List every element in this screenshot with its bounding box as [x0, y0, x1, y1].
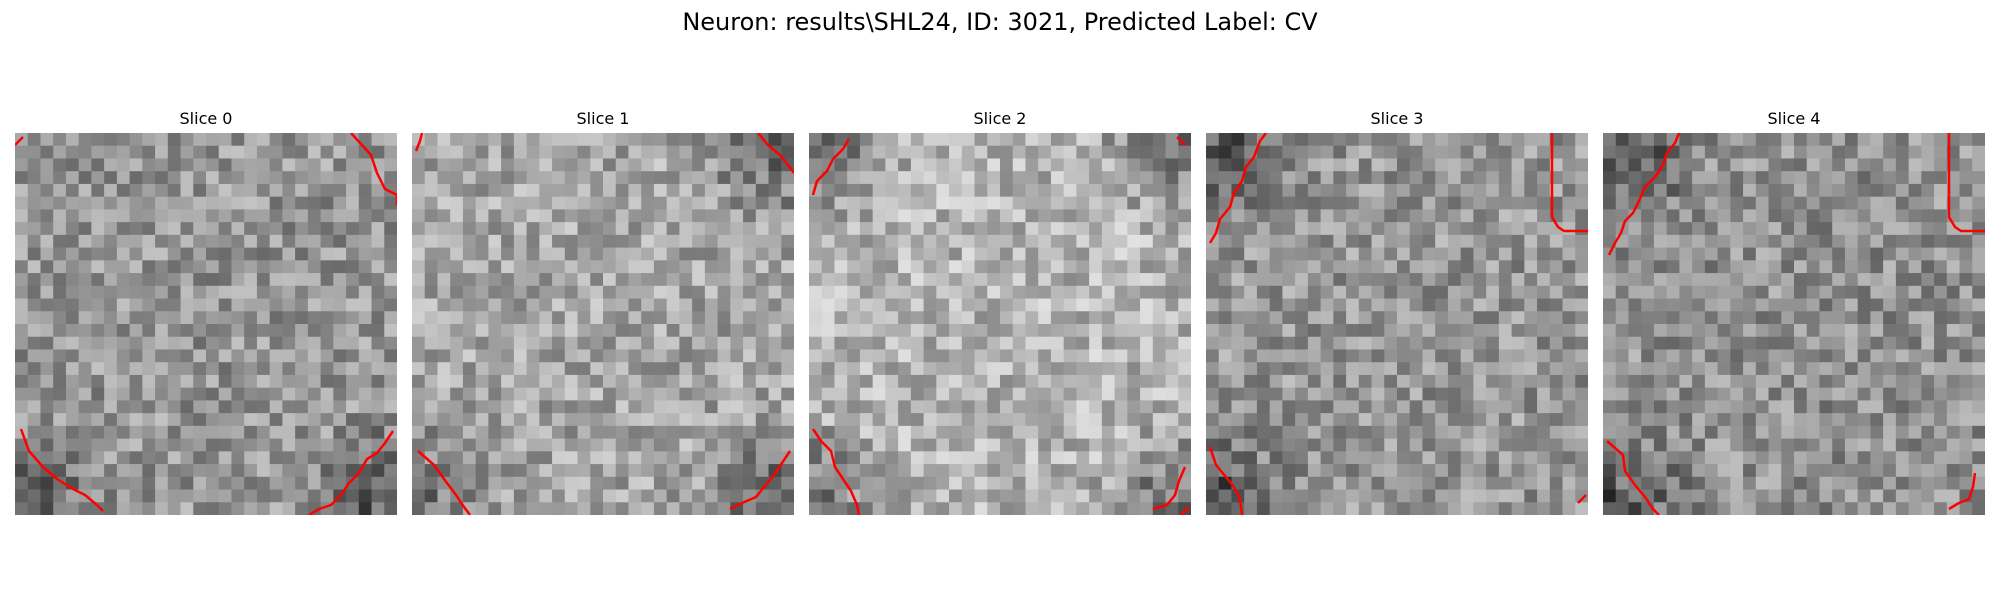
- slice-panel-0: Slice 0: [15, 108, 397, 515]
- contour-line-2-3: [1152, 466, 1187, 511]
- contour-line-3-3: [1577, 494, 1587, 504]
- slice-title-0: Slice 0: [179, 109, 233, 128]
- slice-title-2: Slice 2: [973, 109, 1027, 128]
- slice-title-4: Slice 4: [1767, 109, 1821, 128]
- slice-image-4: [1603, 133, 1985, 515]
- contour-line-1-2: [417, 450, 471, 515]
- contour-line-2-4: [1180, 506, 1190, 515]
- contour-line-3-2: [1208, 446, 1244, 515]
- slice-panel-3: Slice 3: [1206, 108, 1588, 515]
- slice-title-1: Slice 1: [576, 109, 630, 128]
- contour-line-0-0: [15, 136, 24, 146]
- contour-line-1-0: [414, 133, 424, 152]
- pixel-grid-1: [412, 133, 794, 515]
- contour-line-4-2: [1606, 440, 1660, 515]
- pixel-grid-4: [1603, 133, 1985, 515]
- contour-line-1-3: [729, 450, 792, 511]
- contour-line-3-1: [1550, 133, 1588, 233]
- pixel-grid-2: [809, 133, 1191, 515]
- contour-line-3-0: [1208, 133, 1267, 244]
- slice-panel-1: Slice 1: [412, 108, 794, 515]
- contour-line-0-1: [350, 133, 397, 205]
- contour-line-4-1: [1947, 133, 1985, 233]
- contour-line-2-0: [811, 138, 851, 196]
- slice-image-3: [1206, 133, 1588, 515]
- pixel-grid-0: [15, 133, 397, 515]
- slice-image-2: [809, 133, 1191, 515]
- slice-title-3: Slice 3: [1370, 109, 1424, 128]
- slice-image-0: [15, 133, 397, 515]
- slice-panel-2: Slice 2: [809, 108, 1191, 515]
- contour-line-2-1: [1176, 136, 1186, 146]
- contour-line-0-2: [19, 428, 104, 512]
- slice-panel-4: Slice 4: [1603, 108, 1985, 515]
- contour-line-0-3: [308, 430, 395, 515]
- contour-line-4-3: [1948, 472, 1977, 511]
- contour-line-2-2: [811, 428, 861, 515]
- contour-line-4-0: [1607, 133, 1681, 256]
- contour-line-1-1: [757, 133, 794, 174]
- pixel-grid-3: [1206, 133, 1588, 515]
- slice-image-1: [412, 133, 794, 515]
- figure-title: Neuron: results\SHL24, ID: 3021, Predict…: [682, 8, 1318, 36]
